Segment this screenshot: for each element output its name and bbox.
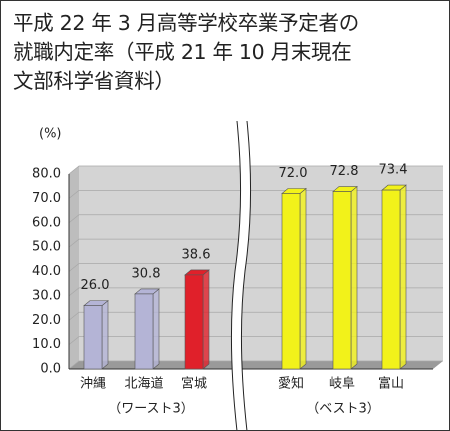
value-label: 26.0 (81, 278, 110, 293)
grid-line (68, 311, 443, 321)
bar-side (101, 299, 109, 370)
y-tick-label: 80.0 (32, 167, 61, 182)
y-tick-label: 30.0 (32, 288, 61, 303)
x-tick-label: 宮城 (181, 376, 207, 392)
grid-line (68, 263, 443, 272)
value-label: 72.0 (279, 166, 308, 181)
group-label: （ベスト3） (306, 402, 380, 417)
value-label: 72.8 (330, 164, 359, 179)
x-tick-label: 北海道 (124, 377, 163, 392)
grid-line (68, 336, 443, 345)
value-label: 73.4 (379, 163, 408, 178)
grid-line (68, 189, 443, 199)
x-tick-label: 沖縄 (80, 377, 106, 392)
axis-break-line (230, 120, 242, 430)
group-label: （ワースト3） (108, 402, 194, 417)
bar (83, 305, 103, 370)
y-tick-label: 0.0 (40, 362, 61, 377)
y-tick-label: 10.0 (32, 337, 61, 352)
bar (281, 193, 301, 370)
bar-side (350, 185, 358, 370)
y-tick-label: 70.0 (32, 191, 61, 206)
y-tick-label: 60.0 (32, 215, 61, 230)
value-label: 30.8 (132, 266, 161, 281)
y-tick-label: 40.0 (32, 264, 61, 279)
grid-line (68, 360, 443, 370)
bar-side (152, 288, 160, 370)
chart-title: 平成 22 年 3 月高等学校卒業予定者の 就職内定率（平成 21 年 10 月… (13, 11, 359, 93)
y-tick-label: 20.0 (32, 313, 61, 328)
grid-line (68, 287, 443, 297)
grid-line (68, 214, 443, 224)
bar-side (299, 187, 307, 370)
bar (381, 189, 401, 370)
x-tick-label: 愛知 (278, 376, 304, 392)
grid-line (68, 165, 443, 175)
x-tick-label: 岐阜 (329, 376, 355, 392)
bar (332, 191, 352, 370)
grid-line (68, 238, 443, 248)
x-tick-label: 富山 (378, 376, 404, 392)
bar (134, 293, 154, 370)
bar-side (202, 269, 210, 370)
y-tick-label: 50.0 (32, 240, 61, 255)
axis-break-line (240, 120, 252, 430)
value-label: 38.6 (182, 247, 211, 262)
bar-side (399, 184, 407, 370)
bar (184, 274, 204, 370)
axis-break-fill (231, 121, 251, 430)
y-axis-label: (%) (39, 127, 62, 142)
